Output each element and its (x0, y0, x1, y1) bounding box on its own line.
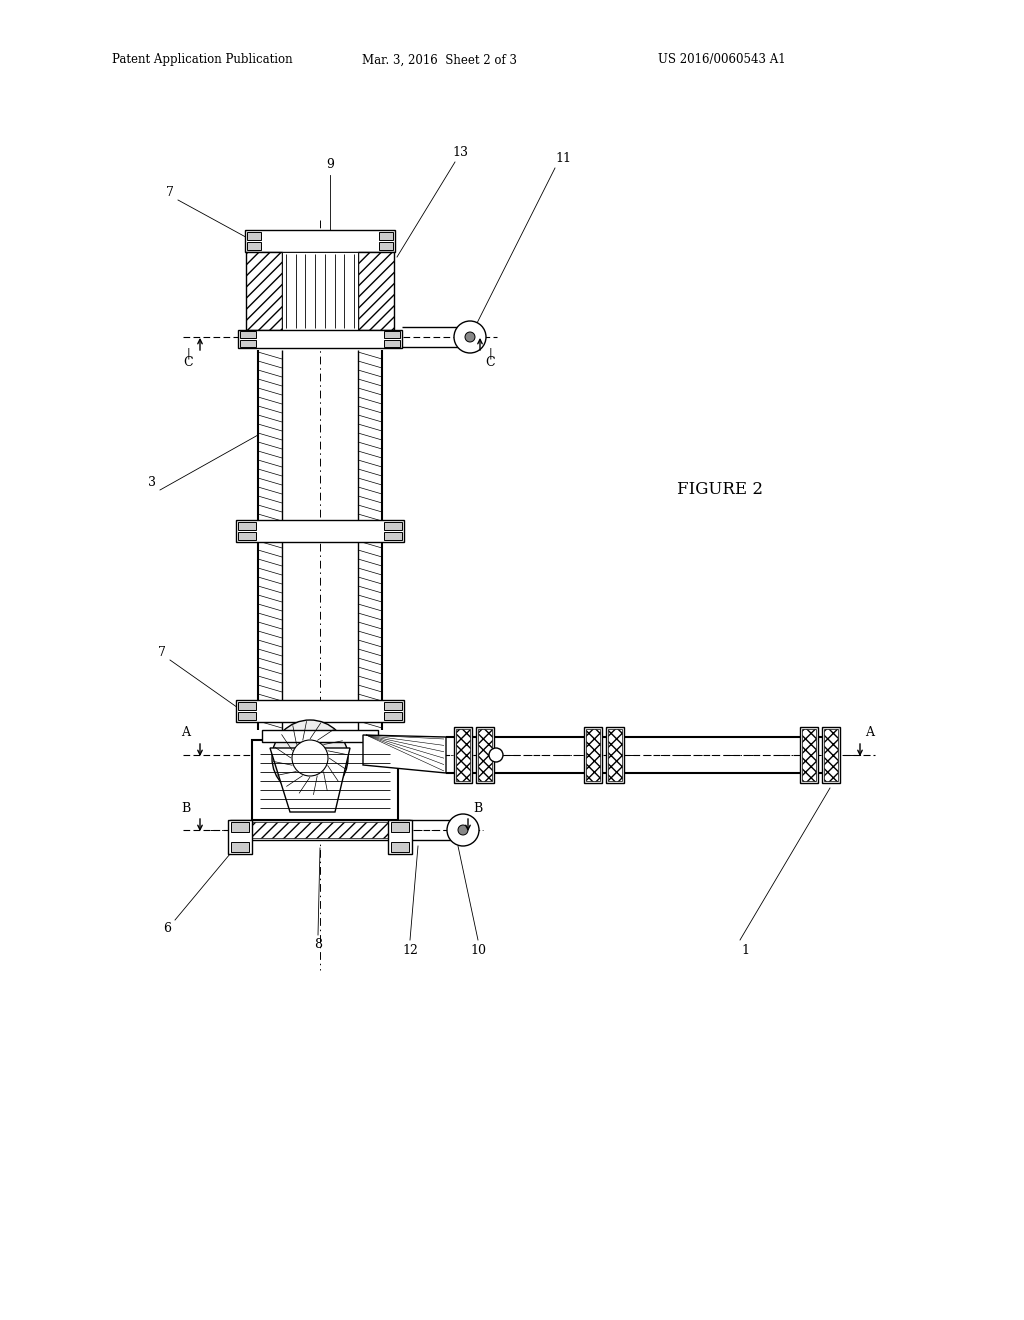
Circle shape (454, 321, 486, 352)
Bar (476, 727, 494, 783)
Text: 13: 13 (452, 145, 468, 158)
Bar (586, 729, 600, 781)
Polygon shape (362, 735, 446, 774)
Bar (240, 341, 256, 347)
Bar (802, 729, 816, 781)
Text: C: C (183, 356, 193, 370)
Bar (238, 521, 256, 531)
Text: A: A (865, 726, 874, 739)
Bar (824, 729, 838, 781)
Bar (236, 520, 404, 543)
Circle shape (458, 825, 468, 836)
Bar (384, 341, 400, 347)
Bar (232, 822, 408, 838)
Bar (800, 727, 818, 783)
Text: Patent Application Publication: Patent Application Publication (112, 54, 293, 66)
Circle shape (465, 333, 475, 342)
Circle shape (489, 748, 503, 762)
Text: 6: 6 (163, 921, 171, 935)
Bar (606, 727, 624, 783)
Circle shape (272, 719, 348, 796)
Text: A: A (181, 726, 190, 739)
Text: 8: 8 (314, 939, 322, 952)
Bar (236, 700, 404, 722)
Text: 7: 7 (166, 186, 174, 198)
Bar (231, 842, 249, 851)
Bar (388, 820, 412, 854)
Bar (584, 727, 602, 783)
Bar (282, 252, 358, 330)
Bar (228, 820, 252, 854)
Text: B: B (473, 801, 482, 814)
Bar (391, 842, 409, 851)
Text: Mar. 3, 2016  Sheet 2 of 3: Mar. 3, 2016 Sheet 2 of 3 (362, 54, 517, 66)
Bar (358, 252, 394, 330)
Bar (391, 822, 409, 832)
Bar (246, 252, 282, 330)
Bar (456, 729, 470, 781)
Text: 3: 3 (148, 475, 156, 488)
Text: 9: 9 (326, 158, 334, 172)
Bar (379, 242, 393, 249)
Text: 10: 10 (470, 944, 486, 957)
Bar (230, 820, 410, 840)
Bar (247, 232, 261, 240)
Text: FIGURE 2: FIGURE 2 (677, 482, 763, 499)
Bar (384, 331, 400, 338)
Bar (245, 230, 395, 252)
Bar (238, 532, 256, 540)
Text: |: | (186, 347, 189, 359)
Text: 11: 11 (555, 152, 571, 165)
Bar (240, 331, 256, 338)
Text: B: B (181, 801, 190, 814)
Bar (822, 727, 840, 783)
Polygon shape (270, 748, 350, 812)
Bar (247, 242, 261, 249)
Bar (238, 711, 256, 719)
Bar (454, 727, 472, 783)
Bar (608, 729, 622, 781)
Text: |: | (488, 347, 492, 359)
Bar (231, 822, 249, 832)
Bar (252, 741, 398, 820)
Text: 7: 7 (158, 645, 166, 659)
Circle shape (447, 814, 479, 846)
Bar (238, 330, 402, 348)
Bar (384, 521, 402, 531)
Bar (384, 711, 402, 719)
Text: 12: 12 (402, 944, 418, 957)
Bar (379, 232, 393, 240)
Bar (478, 729, 492, 781)
Bar (238, 702, 256, 710)
Bar (384, 532, 402, 540)
Circle shape (292, 741, 328, 776)
Bar (262, 730, 378, 742)
Bar (384, 702, 402, 710)
Text: US 2016/0060543 A1: US 2016/0060543 A1 (658, 54, 785, 66)
Text: 1: 1 (741, 944, 749, 957)
Text: C: C (485, 356, 495, 370)
